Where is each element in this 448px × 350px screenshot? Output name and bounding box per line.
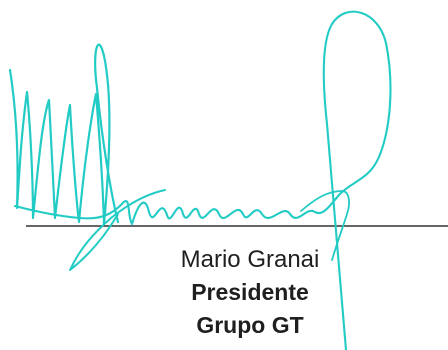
- signature-lower-descender: [300, 190, 350, 261]
- signature-loop-left: [8, 43, 120, 226]
- signature-cross-stroke: [69, 189, 166, 271]
- signatory-text-block: Mario Granai Presidente Grupo GT: [150, 244, 350, 342]
- signatory-title: Presidente: [191, 279, 309, 305]
- signatory-organization: Grupo GT: [196, 312, 304, 338]
- signatory-name: Mario Granai: [180, 246, 320, 273]
- signature-main-wave: [13, 10, 392, 350]
